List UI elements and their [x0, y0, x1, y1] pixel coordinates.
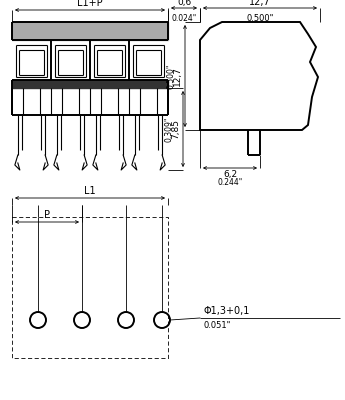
Text: 7,85: 7,85	[171, 119, 180, 139]
Text: 12,7: 12,7	[249, 0, 271, 7]
Text: 0.500": 0.500"	[166, 63, 175, 89]
Text: 0.309": 0.309"	[164, 116, 173, 142]
Text: P: P	[44, 210, 50, 220]
Text: L1+P: L1+P	[77, 0, 103, 8]
Text: 6,2: 6,2	[223, 170, 237, 179]
Text: Φ1,3+0,1: Φ1,3+0,1	[203, 306, 249, 316]
Text: 12,7: 12,7	[173, 66, 182, 86]
Text: 0.051": 0.051"	[203, 321, 230, 330]
Text: 0,6: 0,6	[177, 0, 191, 7]
Text: 0.024": 0.024"	[171, 14, 197, 23]
Text: 0.244": 0.244"	[217, 178, 243, 187]
Text: 0.500": 0.500"	[246, 14, 274, 23]
Text: L1: L1	[84, 186, 96, 196]
Bar	[12, 217, 168, 358]
